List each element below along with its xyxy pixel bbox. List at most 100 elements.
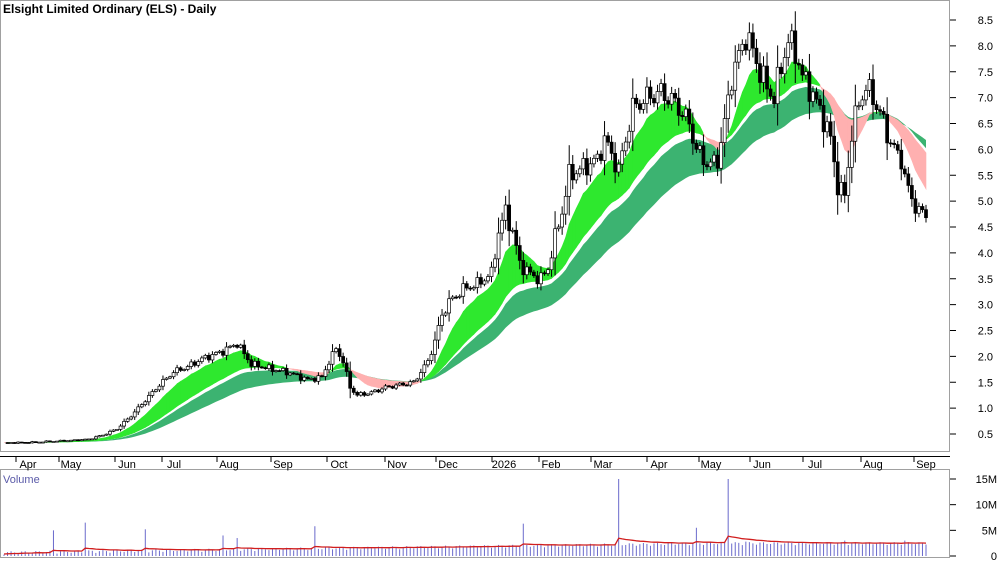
short-term-band-segment [604,160,609,212]
candle-body [609,141,614,154]
candle-body [503,204,508,221]
candle-body [486,276,490,282]
candle-body [168,376,172,379]
short-term-band-segment [452,321,457,357]
candle-body [599,153,603,161]
chart-title: Elsight Limited Ordinary (ELS) - Daily [3,2,217,16]
x-tick-label: May [61,459,82,471]
candle-body [362,392,367,396]
candle-body [680,115,685,117]
short-term-band-segment [148,406,153,426]
candle-body [376,389,381,393]
short-term-band-segment [590,179,595,230]
candle-body [422,364,427,373]
y-tick-label: 7.5 [978,67,993,79]
short-term-band-segment [597,172,602,221]
y-tick-label: 2.5 [978,326,993,338]
short-term-band-segment [600,166,605,217]
price-axis: 0.5 1.0 1.5 2.0 2.5 3.0 3.5 4.0 4.5 5.0 5.5 6.0 6.5 7… [950,15,993,441]
candle-body [122,421,126,427]
candle-body [532,271,536,277]
short-term-band-segment [311,371,316,377]
short-term-band-segment [593,174,598,225]
candle-body [673,93,678,99]
short-term-band-segment [173,383,178,410]
candle-body [129,416,134,420]
short-term-band-segment [780,74,785,97]
candle-body [747,32,752,51]
candle-body [857,105,861,108]
short-term-band-segment [752,68,757,107]
short-term-band-segment [653,108,658,157]
volume-tick-label: 0 [991,551,997,562]
candle-body [436,325,441,341]
candle-body [411,380,416,383]
short-term-band-segment [339,363,344,369]
short-term-band-segment [491,279,496,319]
candle-body [270,364,275,372]
short-term-band-segment [279,365,284,369]
candle-body [496,232,501,260]
candle-body [125,418,130,422]
candle-body [104,433,109,436]
short-term-band-segment [222,355,227,380]
candle-body [447,298,451,314]
candle-body [786,42,791,58]
short-term-band-segment [229,352,234,376]
candle-body [26,442,31,444]
candle-body [457,295,462,298]
candle-body [567,164,572,197]
candle-body [224,346,229,356]
candle-body [76,439,81,442]
short-term-band-segment [466,303,471,342]
y-tick-label: 0.5 [978,429,993,441]
short-term-band-segment [636,129,641,178]
candle-body [620,150,625,165]
candle-body [662,83,667,101]
candle-body [691,123,695,144]
short-term-band-segment [505,247,510,298]
short-term-band-segment [367,376,372,387]
candle-body [758,63,762,83]
short-term-band-segment [226,354,231,378]
short-term-band-segment [219,358,224,381]
short-term-band-segment [159,396,164,420]
candle-body [228,345,232,348]
candle-body [489,266,494,277]
short-term-band-segment [572,208,577,254]
candle-body [355,392,360,396]
short-term-band-segment [872,111,877,114]
candle-body [72,439,77,442]
short-term-band-segment [187,373,192,400]
candle-body [842,182,847,196]
short-term-band-segment [261,359,266,368]
candle-body [464,283,469,289]
candle-body [733,61,738,91]
candle-body [751,32,755,49]
candle-body [722,118,727,143]
short-term-band-segment [99,437,104,441]
candle-body [171,372,176,378]
short-term-band-segment [205,364,210,389]
candle-body [231,344,236,347]
candle-body [295,373,300,376]
candle-body [387,385,391,388]
candle-body [316,375,321,382]
short-term-band-segment [212,360,217,385]
candle-body [309,378,314,380]
candle-body [86,438,91,441]
candle-body [517,245,522,261]
short-term-band-segment [915,139,920,177]
candle-body [242,344,247,355]
y-tick-label: 4.0 [978,248,993,260]
short-term-band-segment [671,100,676,139]
candle-body [913,198,918,214]
candle-body [249,359,254,367]
short-term-band-segment [579,193,584,244]
candle-body [415,378,420,382]
y-tick-label: 6.5 [978,119,993,131]
candle-body [892,142,897,145]
candle-body [263,367,268,370]
candle-body [337,348,342,357]
candle-body [344,362,349,372]
